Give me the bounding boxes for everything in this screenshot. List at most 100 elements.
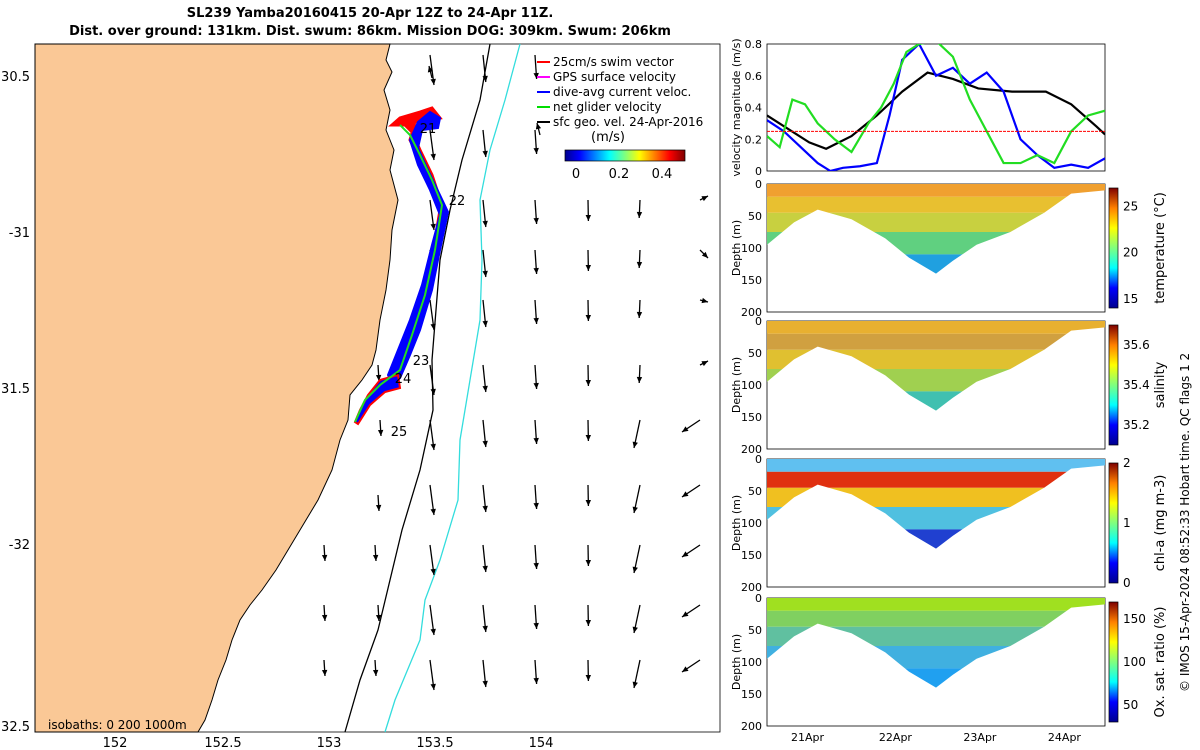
velocity-arrow	[321, 604, 328, 622]
legend-label: net glider velocity	[553, 100, 661, 114]
velocity-arrow	[699, 297, 709, 304]
colorbar-label: chl-a (mg m-3)	[1153, 475, 1168, 572]
profile-y-tick-label: 150	[741, 411, 762, 424]
profile-band	[767, 471, 1105, 488]
velocity-arrow	[482, 419, 488, 448]
velocity-arrow	[482, 604, 488, 633]
velocity-arrow	[377, 419, 384, 437]
colorbar-tick-label: 25	[1123, 199, 1138, 213]
profile-band	[767, 333, 1105, 350]
velocity-arrow	[533, 299, 539, 325]
velocity-arrow	[321, 544, 328, 562]
velocity-arrow	[372, 544, 379, 562]
profile-y-label: Depth (m)	[730, 634, 743, 690]
profile-colorbar	[1108, 601, 1119, 723]
profile-band	[767, 459, 1105, 472]
velocity-series-line	[767, 44, 1105, 171]
map-x-ticks: 152 152.5 153 153.5 154	[103, 736, 554, 750]
map-y-tick-label: 30.5	[1, 70, 30, 85]
profile-y-tick-label: 0	[755, 592, 762, 605]
velocity-arrow	[482, 364, 488, 393]
legend-label: sfc geo. vel. 24-Apr-2016	[553, 115, 703, 129]
velocity-arrow	[585, 484, 591, 507]
velocity-arrow	[482, 659, 488, 688]
profile-y-tick-label: 100	[741, 517, 762, 530]
velocity-y-tick-label: 0.8	[745, 38, 763, 51]
velocity-axes	[766, 43, 1106, 172]
velocity-arrow	[375, 364, 382, 382]
velocity-arrow	[429, 604, 436, 636]
legend-label: dive-avg current veloc.	[553, 85, 691, 99]
velocity-arrow	[429, 419, 436, 451]
profile-y-tick-label: 200	[741, 443, 762, 456]
velocity-arrow	[636, 249, 643, 269]
velocity-arrow	[636, 364, 643, 384]
legend-label: 25cm/s swim vector	[553, 55, 674, 69]
profile-band	[767, 184, 1105, 197]
profile-band	[767, 610, 1105, 627]
velocity-arrow	[533, 364, 539, 390]
colorbar-tick-label: 35.2	[1123, 418, 1150, 432]
colorbar-tick-label: 35.6	[1123, 338, 1150, 352]
colorbar-tick-label: 0.2	[609, 167, 630, 182]
velocity-arrow	[533, 54, 539, 80]
profile-colorbar	[1108, 462, 1119, 584]
profile-y-tick-label: 150	[741, 549, 762, 562]
colorbar-label: Ox. sat. ratio (%)	[1153, 607, 1168, 718]
colorbar-tick-label: 15	[1123, 292, 1138, 306]
isobaths-label: isobaths: 0 200 1000m	[48, 718, 187, 732]
velocity-arrow	[533, 659, 539, 685]
colorbar-tick-label: 2	[1123, 456, 1131, 470]
velocity-arrow	[585, 199, 591, 222]
velocity-arrow	[429, 659, 436, 691]
profile-y-tick-label: 0	[755, 315, 762, 328]
velocity-arrow	[533, 249, 539, 275]
colorbar-tick-label: 150	[1123, 612, 1146, 626]
profile-x-tick-label: 24Apr	[1048, 731, 1082, 744]
velocity-arrow	[585, 419, 591, 442]
colorbar-tick-label: 0.4	[652, 167, 673, 182]
velocity-arrow	[375, 604, 382, 622]
net-glider-track	[354, 124, 444, 423]
day-label: 21	[420, 122, 437, 137]
velocity-arrow	[429, 129, 436, 161]
velocity-arrow	[533, 604, 539, 630]
map-y-tick-label: -31	[9, 226, 30, 241]
velocity-arrow	[321, 659, 328, 677]
velocity-arrow	[636, 199, 643, 219]
colorbar-label: temperature (°C)	[1153, 192, 1168, 304]
glider-track	[353, 106, 450, 426]
profile-y-tick-label: 150	[741, 274, 762, 287]
day-label: 24	[395, 372, 412, 387]
map-x-tick-label: 152.5	[204, 736, 241, 750]
velocity-arrow	[632, 544, 641, 574]
velocity-arrow	[681, 604, 701, 618]
profile-y-tick-label: 150	[741, 688, 762, 701]
speed-colorbar-ticks: 0 0.2 0.4	[572, 167, 672, 182]
profile-colorbar	[1108, 324, 1119, 446]
colorbar-tick-label: 1	[1123, 516, 1131, 530]
map-x-tick-label: 152	[103, 736, 128, 750]
colorbar-tick-label: 0	[1123, 576, 1131, 590]
profile-x-tick-label: 21Apr	[791, 731, 825, 744]
velocity-arrow	[681, 419, 701, 433]
profile-y-label: Depth (m)	[730, 220, 743, 276]
velocity-arrow	[699, 195, 709, 202]
velocity-arrow	[632, 419, 641, 449]
velocity-arrow	[632, 484, 641, 514]
velocity-arrow	[681, 659, 701, 673]
velocity-arrow	[533, 419, 539, 445]
day-label: 22	[449, 194, 466, 209]
velocity-arrow	[681, 484, 701, 498]
velocity-arrow	[372, 659, 379, 677]
profile-y-tick-label: 100	[741, 379, 762, 392]
velocity-arrow	[585, 544, 591, 567]
profile-x-tick-label: 23Apr	[963, 731, 997, 744]
velocity-arrow	[482, 299, 488, 328]
velocity-arrow	[482, 249, 488, 278]
velocity-arrow	[429, 484, 436, 516]
velocity-series-line	[767, 71, 1105, 150]
